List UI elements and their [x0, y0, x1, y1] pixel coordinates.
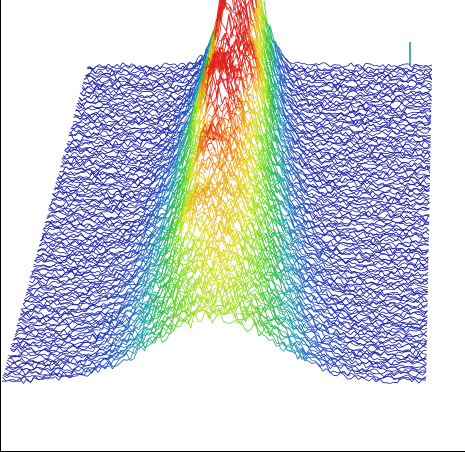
wireframe-traces — [1, 0, 433, 384]
